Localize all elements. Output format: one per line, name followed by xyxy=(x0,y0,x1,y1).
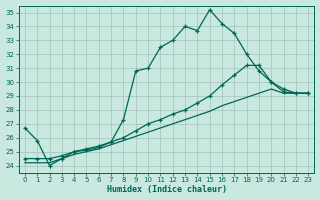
X-axis label: Humidex (Indice chaleur): Humidex (Indice chaleur) xyxy=(107,185,227,194)
